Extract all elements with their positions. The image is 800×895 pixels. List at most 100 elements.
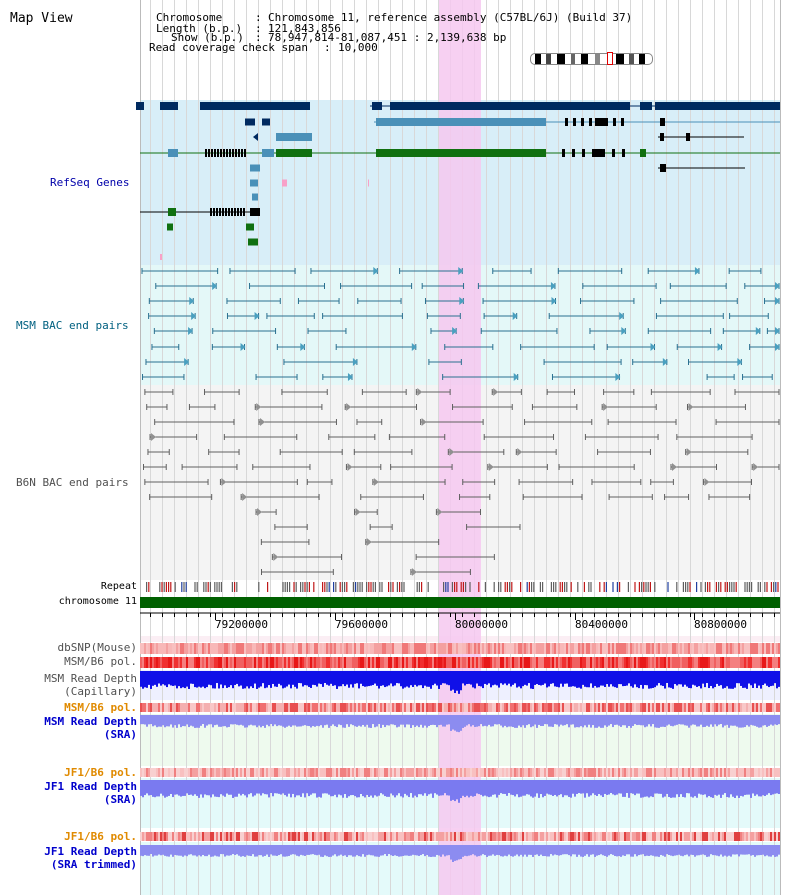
jf1-b6-pol-2-stripe bbox=[626, 832, 628, 841]
msm-b6-pol-2-stripe bbox=[654, 703, 656, 712]
dbsnp-stripe bbox=[342, 643, 344, 654]
jf1-b6-pol-stripe bbox=[630, 768, 632, 777]
jf1-b6-pol-2-stripe bbox=[532, 832, 534, 841]
msm-depth-sra-bar bbox=[446, 715, 448, 725]
dbsnp-stripe bbox=[480, 643, 482, 654]
repeat-mark bbox=[751, 582, 753, 592]
jf1-b6-pol-2-stripe bbox=[248, 832, 250, 841]
jf1-depth-trim-bar bbox=[696, 845, 698, 856]
msm-b6-pol-stripe bbox=[566, 657, 568, 668]
jf1-depth-sra-bar bbox=[248, 780, 250, 795]
msm-b6-pol-stripe bbox=[644, 657, 646, 668]
msm-b6-pol-2-stripe bbox=[452, 703, 454, 712]
msm-b6-pol-2-stripe bbox=[440, 703, 442, 712]
msm-b6-pol-2-stripe bbox=[420, 703, 422, 712]
msm-depth-sra-bar bbox=[350, 715, 352, 725]
msm-b6-pol-stripe bbox=[540, 657, 542, 668]
jf1-depth-trim-bar bbox=[262, 845, 264, 857]
msm-b6-pol-stripe bbox=[348, 657, 350, 668]
jf1-b6-pol-2-stripe bbox=[356, 832, 358, 841]
msm-b6-pol-stripe bbox=[712, 657, 714, 668]
msm-depth-sra-bar bbox=[534, 715, 536, 725]
jf1-depth-sra-bar bbox=[308, 780, 310, 797]
jf1-depth-trim-bar bbox=[346, 845, 348, 857]
dbsnp-stripe bbox=[500, 643, 502, 654]
msm-b6-pol-2-stripe bbox=[428, 703, 430, 712]
msm-depth-sra-bar bbox=[522, 715, 524, 726]
dbsnp-stripe bbox=[660, 643, 662, 654]
jf1-b6-pol-2-stripe bbox=[362, 832, 364, 841]
chromosome-ideogram[interactable] bbox=[530, 53, 653, 65]
repeat-mark bbox=[231, 582, 233, 592]
msm-depth-sra-bar bbox=[450, 715, 452, 731]
repeat-mark bbox=[396, 582, 398, 592]
msm-b6-pol-2-stripe bbox=[514, 703, 516, 712]
msm-b6-pol-2-stripe bbox=[752, 703, 754, 712]
msm-b6-pol-2-stripe bbox=[776, 703, 778, 712]
jf1-depth-sra-bar bbox=[338, 780, 340, 795]
jf1-b6-pol-2-stripe bbox=[400, 832, 402, 841]
msm-b6-pol-2-stripe bbox=[230, 703, 232, 712]
jf1-depth-trim-bar bbox=[654, 845, 656, 857]
ideogram-position-marker[interactable] bbox=[607, 52, 613, 65]
jf1-b6-pol-2-stripe bbox=[516, 832, 518, 841]
msm-b6-pol-stripe bbox=[368, 657, 370, 668]
msm-b6-pol-2-stripe bbox=[580, 703, 582, 712]
msm-depth-cap-bar bbox=[368, 671, 370, 687]
jf1-depth-sra-bar bbox=[182, 780, 184, 796]
dbsnp-stripe bbox=[266, 643, 268, 654]
msm-depth-cap-bar bbox=[390, 671, 392, 684]
msm-b6-pol-stripe bbox=[742, 657, 744, 668]
msm-b6-pol-stripe bbox=[552, 657, 554, 668]
jf1-depth-sra-bar bbox=[776, 780, 778, 794]
jf1-b6-pol-2-stripe bbox=[324, 832, 326, 841]
jf1-b6-pol-stripe bbox=[704, 768, 706, 777]
jf1-depth-trim-bar bbox=[232, 845, 234, 855]
msm-depth-sra-bar bbox=[390, 715, 392, 725]
msm-depth-cap-bar bbox=[488, 671, 490, 684]
msm-b6-pol-stripe bbox=[648, 657, 650, 668]
jf1-b6-pol-stripe bbox=[514, 768, 516, 777]
dbsnp-stripe bbox=[310, 643, 312, 654]
msm-b6-pol-2-stripe bbox=[294, 703, 296, 712]
msm-b6-pol-2-stripe bbox=[314, 703, 316, 712]
jf1-b6-pol-2-stripe bbox=[150, 832, 152, 841]
msm-depth-cap-bar bbox=[698, 671, 700, 687]
msm-b6-pol-stripe bbox=[428, 657, 430, 668]
msm-b6-pol-2-stripe bbox=[410, 703, 412, 712]
msm-depth-cap-bar bbox=[230, 671, 232, 686]
jf1-depth-sra-bar bbox=[304, 780, 306, 798]
jf1-b6-pol-2-stripe bbox=[744, 832, 746, 841]
msm-depth-cap-bar bbox=[372, 671, 374, 686]
jf1-depth-sra-bar bbox=[504, 780, 506, 794]
jf1-b6-pol-stripe bbox=[226, 768, 228, 777]
jf1-b6-pol-2-stripe bbox=[530, 832, 532, 841]
gene-exon bbox=[136, 102, 144, 110]
jf1-depth-sra-bar bbox=[630, 780, 632, 794]
gene-exon bbox=[589, 118, 592, 126]
msm-b6-pol-stripe bbox=[704, 657, 706, 668]
jf1-b6-pol-2-stripe bbox=[624, 832, 626, 841]
jf1-depth-sra-bar bbox=[478, 780, 480, 795]
msm-depth-sra-bar bbox=[232, 715, 234, 725]
jf1-b6-pol-2-stripe bbox=[476, 832, 478, 841]
msm-b6-pol-stripe bbox=[218, 657, 220, 668]
jf1-depth-trim-bar bbox=[236, 845, 238, 855]
dbsnp-stripe bbox=[726, 643, 728, 654]
jf1-b6-pol-stripe bbox=[472, 768, 474, 777]
msm-b6-pol-2-stripe bbox=[772, 703, 774, 712]
msm-depth-cap-bar bbox=[300, 671, 302, 684]
repeat-mark bbox=[183, 582, 185, 592]
dbsnp-stripe bbox=[470, 643, 472, 654]
gene-exon bbox=[252, 193, 258, 201]
dbsnp-stripe bbox=[366, 643, 368, 654]
b6n-bac-arrow bbox=[488, 463, 494, 471]
jf1-depth-trim-bar bbox=[452, 845, 454, 862]
jf1-b6-pol-2-stripe bbox=[146, 832, 148, 841]
msm-b6-pol-stripe bbox=[750, 657, 752, 668]
dbsnp-stripe bbox=[422, 643, 424, 654]
msm-depth-sra-bar bbox=[564, 715, 566, 726]
msm-b6-pol-stripe bbox=[580, 657, 582, 668]
jf1-depth-trim-bar bbox=[544, 845, 546, 857]
